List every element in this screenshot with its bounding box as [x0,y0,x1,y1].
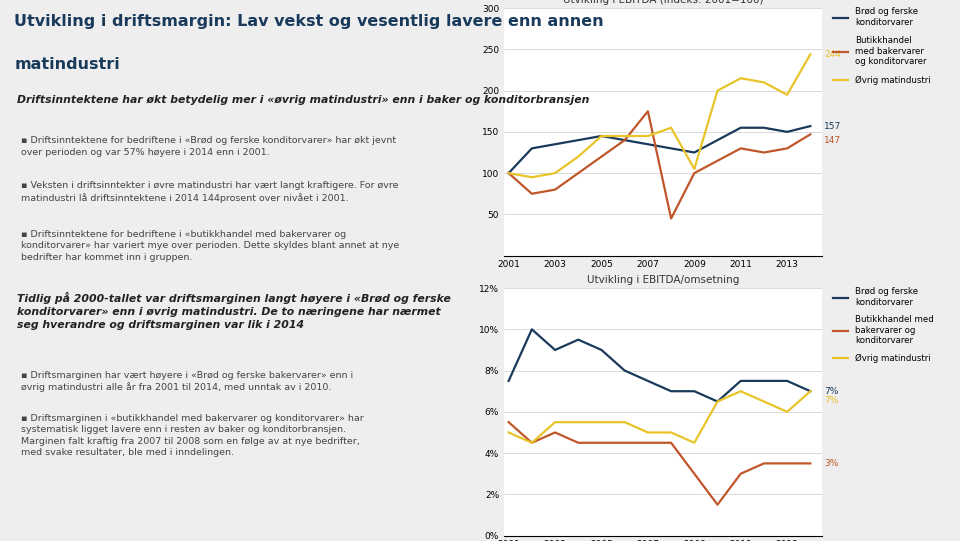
Text: ▪ Driftsmarginen i «butikkhandel med bakervarer og konditorvarer» har
systematis: ▪ Driftsmarginen i «butikkhandel med bak… [21,414,364,457]
Text: Utvikling i driftsmargin: Lav vekst og vesentlig lavere enn annen: Utvikling i driftsmargin: Lav vekst og v… [14,14,604,29]
Text: ▪ Driftsmarginen har vært høyere i «Brød og ferske bakervarer» enn i
øvrig matin: ▪ Driftsmarginen har vært høyere i «Brød… [21,371,353,392]
Title: Utvikling i EBITDA/omsetning: Utvikling i EBITDA/omsetning [587,274,739,285]
Text: 3%: 3% [825,459,839,468]
Text: 244: 244 [825,50,841,59]
Text: 157: 157 [825,122,842,130]
Text: ▪ Driftsinntektene for bedriftene i «Brød og ferske konditorvarer» har økt jevnt: ▪ Driftsinntektene for bedriftene i «Brø… [21,136,396,157]
Text: ▪ Veksten i driftsinntekter i øvre matindustri har vært langt kraftigere. For øv: ▪ Veksten i driftsinntekter i øvre matin… [21,181,398,203]
Text: 7%: 7% [825,387,839,395]
Text: matindustri: matindustri [14,57,120,72]
Text: Tidlig på 2000-tallet var driftsmarginen langt høyere i «Brød og ferske
konditor: Tidlig på 2000-tallet var driftsmarginen… [17,292,451,330]
Legend: Brød og ferske
konditorvarer, Butikkhandel med
bakervarer og
konditorvarer, Øvri: Brød og ferske konditorvarer, Butikkhand… [832,287,934,363]
Text: 7%: 7% [825,396,839,405]
Legend: Brød og ferske
konditorvarer, Butikkhandel
med bakervarer
og konditorvarer, Øvri: Brød og ferske konditorvarer, Butikkhand… [832,8,930,85]
Text: Driftsinntektene har økt betydelig mer i «øvrig matindustri» enn i baker og kond: Driftsinntektene har økt betydelig mer i… [17,95,589,104]
Text: 147: 147 [825,136,841,146]
Title: Utvikling i EBITDA (indeks: 2001=100): Utvikling i EBITDA (indeks: 2001=100) [563,0,763,4]
Text: ▪ Driftsinntektene for bedriftene i «butikkhandel med bakervarer og
konditorvare: ▪ Driftsinntektene for bedriftene i «but… [21,230,399,262]
